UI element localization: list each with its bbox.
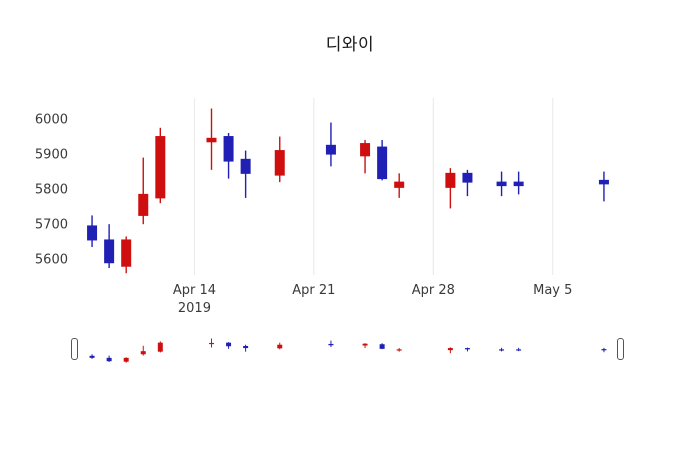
y-tick-label: 6000 — [35, 113, 68, 128]
range-slider-right-handle[interactable] — [617, 338, 624, 360]
candle[interactable] — [513, 171, 524, 195]
candle-body — [240, 158, 251, 174]
y-axis: 5600 5700 5800 5900 6000 — [35, 113, 68, 268]
x-axis: Apr 14 2019 Apr 21 Apr 28 May 5 — [173, 283, 573, 316]
slider-candle-body — [464, 348, 470, 350]
slider-candle-body — [157, 342, 163, 352]
candle[interactable] — [240, 150, 251, 198]
y-tick-label: 5600 — [35, 253, 68, 268]
x-tick-label: Apr 21 — [292, 283, 335, 298]
candle[interactable] — [325, 122, 336, 167]
candle-body — [598, 179, 609, 185]
candle-body — [87, 225, 98, 241]
candle[interactable] — [138, 157, 149, 225]
candles — [87, 108, 609, 274]
slider-candle-body — [277, 344, 283, 349]
candle[interactable] — [223, 133, 234, 179]
candle-body — [394, 181, 405, 188]
candle[interactable] — [445, 168, 456, 209]
candle-body — [445, 172, 456, 188]
candle-body — [274, 150, 285, 176]
candle-body — [513, 181, 524, 187]
y-tick-label: 5900 — [35, 148, 68, 163]
candle[interactable] — [87, 215, 98, 247]
candle-body — [377, 146, 388, 180]
candle-body — [360, 143, 371, 157]
slider-candle-body — [209, 342, 214, 345]
candle[interactable] — [377, 140, 388, 181]
candle-body — [223, 136, 234, 162]
range-slider-candles — [89, 338, 607, 363]
x-tick-year-label: 2019 — [178, 301, 211, 316]
candle-body — [462, 172, 473, 183]
candle-body — [121, 239, 132, 267]
candle[interactable] — [104, 224, 115, 268]
slider-candle-body — [447, 348, 453, 351]
slider-candle-body — [243, 346, 249, 349]
candle-body — [325, 144, 336, 155]
gridlines — [193, 98, 554, 275]
candle[interactable] — [598, 171, 609, 202]
candle-body — [496, 181, 507, 187]
slider-candle-body — [601, 349, 607, 351]
candle[interactable] — [496, 171, 507, 197]
candle[interactable] — [394, 173, 405, 198]
x-tick-label: Apr 28 — [412, 283, 455, 298]
candle[interactable] — [155, 127, 166, 204]
slider-candle-body — [516, 349, 522, 351]
y-tick-label: 5700 — [35, 218, 68, 233]
slider-candle-body — [328, 343, 334, 346]
slider-candle-body — [396, 349, 402, 351]
slider-candle-body — [123, 357, 129, 362]
slider-candle-body — [106, 357, 112, 362]
candle[interactable] — [462, 169, 473, 197]
candle[interactable] — [360, 140, 371, 174]
x-tick-label: Apr 14 — [173, 283, 216, 298]
slider-candle-body — [140, 351, 146, 355]
y-tick-label: 5800 — [35, 183, 68, 198]
slider-candle-body — [499, 349, 505, 351]
candle-body — [104, 239, 115, 264]
candle[interactable] — [274, 136, 285, 183]
candle[interactable] — [121, 236, 132, 274]
range-slider-left-handle[interactable] — [71, 338, 78, 360]
slider-candle-body — [226, 342, 232, 347]
range-slider[interactable] — [75, 333, 621, 365]
candle-body — [138, 193, 149, 216]
slider-candle-body — [89, 355, 95, 358]
candle-body — [155, 136, 166, 199]
candle[interactable] — [206, 108, 217, 170]
slider-candle-body — [362, 343, 368, 346]
slider-candle-body — [379, 344, 385, 349]
candle-body — [206, 137, 217, 143]
chart-title: 디와이 — [325, 35, 375, 55]
x-tick-label: May 5 — [533, 283, 572, 298]
